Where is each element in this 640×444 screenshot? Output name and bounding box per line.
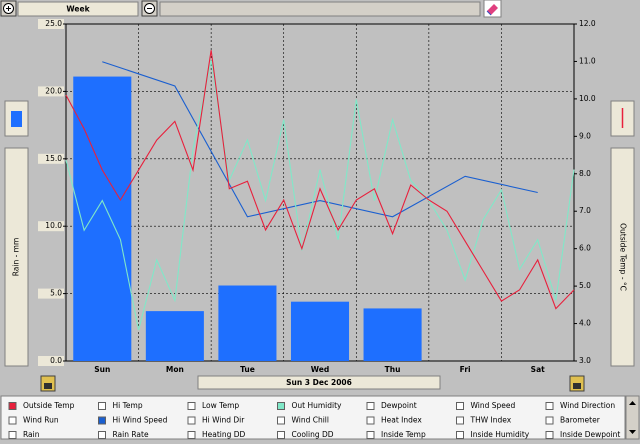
y-tick-label-box (38, 221, 64, 232)
x-tick-label: Tue (240, 365, 255, 374)
legend-label: Inside Dewpoint (560, 430, 620, 439)
range-field[interactable] (159, 1, 481, 17)
legend-checkbox[interactable] (8, 402, 17, 410)
legend-checkbox[interactable] (545, 402, 554, 410)
y2-tick-label: 7.0 (579, 206, 591, 215)
legend-label: Heat Index (381, 416, 422, 425)
legend-label: Wind Speed (471, 401, 516, 410)
legend-label: Outside Temp (23, 401, 75, 410)
y-tick-label: 20.0 (45, 86, 62, 95)
y2-tick-label: 11.0 (579, 56, 596, 65)
legend-checkbox[interactable] (456, 402, 464, 410)
legend-label: Wind Direction (560, 401, 615, 410)
period-label: Week (66, 5, 90, 14)
y2-axis-title: Outside Temp - °C (619, 223, 628, 291)
legend-label: Out Humidity (292, 401, 343, 410)
y2-tick-label: 5.0 (579, 281, 591, 290)
period-field[interactable] (17, 1, 139, 17)
legend-label: THW Index (470, 416, 512, 425)
y-tick-label-box (38, 153, 64, 164)
legend-checkbox[interactable] (277, 416, 285, 425)
legend-label: Wind Run (23, 416, 59, 425)
zoom-in-button[interactable] (0, 0, 17, 17)
legend-checkbox[interactable] (8, 416, 17, 425)
legend-checkbox[interactable] (277, 431, 285, 439)
legend-checkbox[interactable] (277, 402, 285, 410)
y-tick-label: 5.0 (50, 289, 62, 298)
legend-label: Rain Rate (113, 430, 149, 439)
legend-label: Heating DD (202, 430, 246, 439)
legend-checkbox[interactable] (366, 416, 375, 425)
y2-tick-label: 10.0 (579, 94, 596, 103)
y2-tick-label: 6.0 (579, 244, 591, 253)
line-series (102, 61, 538, 218)
x-tick-label: Thu (385, 365, 401, 374)
legend-checkbox[interactable] (366, 431, 375, 439)
legend-checkbox[interactable] (8, 431, 17, 439)
y-tick-label: 15.0 (45, 154, 62, 163)
y-tick-label: 0.0 (50, 356, 62, 365)
left-lock[interactable] (40, 375, 56, 392)
x-tick-label: Sun (94, 365, 110, 374)
legend-label: Cooling DD (292, 430, 334, 439)
legend-label: Barometer (560, 416, 601, 425)
legend-checkbox[interactable] (98, 402, 106, 410)
legend-label: Hi Temp (113, 401, 143, 410)
x-tick-label: Sat (531, 365, 545, 374)
scrollbar[interactable] (625, 395, 640, 440)
legend-checkbox[interactable] (187, 431, 196, 439)
left-axis-panel (4, 147, 29, 367)
bar (290, 301, 350, 361)
bar (145, 311, 204, 361)
legend-checkbox[interactable] (366, 402, 375, 410)
legend-checkbox[interactable] (545, 431, 554, 439)
legend-checkbox[interactable] (187, 402, 196, 410)
rain-widget[interactable] (4, 100, 29, 137)
bar (363, 308, 422, 361)
y2-tick-label: 4.0 (579, 319, 591, 328)
y2-tick-label: 12.0 (579, 19, 596, 28)
y-tick-label-box (38, 356, 64, 366)
eraser-button[interactable] (483, 0, 502, 18)
y2-tick-label: 3.0 (579, 356, 591, 365)
legend-label: Low Temp (202, 401, 239, 410)
legend-checkbox[interactable] (98, 416, 106, 425)
y-tick-label: 10.0 (45, 221, 62, 230)
legend-checkbox[interactable] (456, 416, 464, 425)
temp-widget[interactable] (610, 100, 635, 137)
x-tick-label: Wed (311, 365, 329, 374)
legend-label: Inside Temp (381, 430, 426, 439)
y-axis-title: Rain - mm (12, 238, 21, 277)
line-series (65, 50, 575, 310)
x-axis-title: Sun 3 Dec 2006 (286, 378, 352, 387)
legend-label: Dewpoint (381, 401, 417, 410)
legend-checkbox[interactable] (98, 431, 106, 439)
x-tick-label: Fri (460, 365, 471, 374)
right-axis-panel (610, 147, 635, 367)
right-lock[interactable] (569, 375, 585, 392)
y-tick-label-box (38, 288, 64, 299)
zoom-out-button[interactable] (141, 0, 158, 17)
legend-checkbox[interactable] (456, 431, 464, 439)
x-tick-label: Mon (166, 365, 184, 374)
y-tick-label-box (38, 86, 64, 97)
line-series (65, 60, 575, 331)
legend-checkbox[interactable] (187, 416, 196, 425)
legend-label: Hi Wind Speed (113, 416, 168, 425)
y2-tick-label: 8.0 (579, 169, 591, 178)
legend-label: Rain (23, 430, 40, 439)
legend-label: Inside Humidity (471, 430, 530, 439)
legend-label: Wind Chill (292, 416, 329, 425)
legend-label: Hi Wind Dir (202, 416, 245, 425)
bar (73, 76, 132, 362)
legend-checkbox[interactable] (545, 416, 554, 425)
y2-tick-label: 9.0 (579, 131, 591, 140)
bar (218, 285, 277, 361)
y-tick-label: 25.0 (45, 19, 62, 28)
date-field[interactable] (197, 375, 441, 390)
y-tick-label-box (38, 19, 64, 29)
